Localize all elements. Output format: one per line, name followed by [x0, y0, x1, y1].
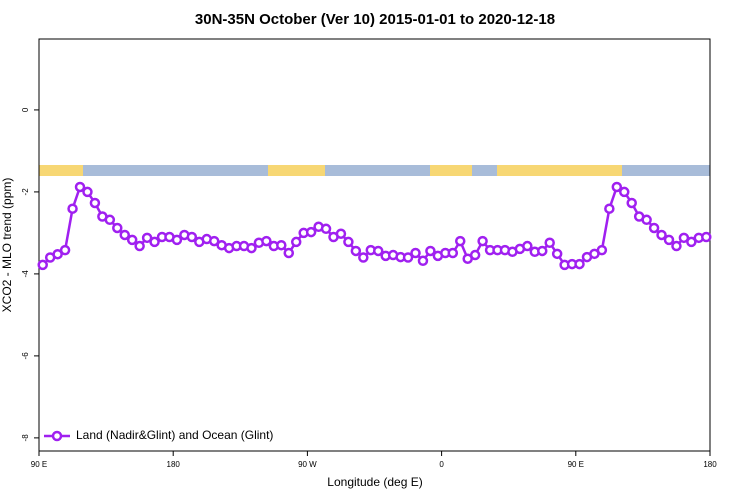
data-point	[604, 203, 615, 214]
data-point	[208, 235, 220, 247]
data-point	[678, 232, 690, 244]
data-point	[126, 234, 138, 246]
y-tick-label: -6	[21, 352, 30, 360]
data-point	[82, 186, 93, 198]
data-point	[37, 259, 48, 271]
data-point	[350, 245, 362, 257]
x-tick-label: 180	[703, 460, 717, 469]
data-point	[425, 245, 436, 257]
y-axis-label: XCO2 - MLO trend (ppm)	[0, 178, 14, 313]
data-point	[141, 232, 153, 244]
data-point	[261, 235, 272, 247]
data-point	[596, 244, 608, 256]
data-point	[402, 252, 414, 263]
data-point	[544, 237, 555, 248]
data-point	[290, 236, 302, 248]
data-point	[52, 248, 63, 260]
data-point	[171, 234, 183, 246]
y-tick-label: -2	[21, 188, 30, 196]
data-point	[522, 240, 533, 252]
land-band	[430, 165, 472, 176]
data-point	[537, 245, 548, 257]
data-point	[134, 240, 145, 252]
x-tick-label: 180	[167, 460, 181, 469]
y-tick-label: -8	[21, 434, 30, 442]
data-point	[59, 244, 71, 256]
data-point	[112, 222, 123, 234]
x-tick-label: 90 E	[31, 460, 47, 469]
data-point	[74, 181, 86, 193]
data-point	[335, 228, 347, 239]
data-point	[611, 181, 623, 193]
data-point	[701, 231, 712, 243]
data-point	[358, 252, 369, 263]
x-tick-label: 90 W	[298, 460, 317, 469]
data-point	[454, 235, 466, 247]
data-point	[648, 222, 660, 234]
land-band	[39, 165, 83, 176]
data-point	[305, 226, 317, 238]
legend-marker	[51, 430, 63, 442]
data-point	[469, 249, 481, 261]
land-band	[497, 165, 622, 176]
y-tick-label: 0	[21, 107, 30, 112]
data-point	[149, 236, 160, 248]
data-point	[186, 231, 198, 243]
land-band	[268, 165, 325, 176]
x-tick-label: 0	[439, 460, 444, 469]
data-point	[410, 247, 421, 259]
data-point	[67, 203, 78, 214]
data-point	[626, 197, 637, 209]
legend: Land (Nadir&Glint) and Ocean (Glint)	[44, 428, 273, 442]
data-point	[343, 236, 354, 248]
data-point	[417, 255, 429, 267]
data-point	[104, 214, 116, 226]
data-point	[477, 235, 488, 247]
data-point	[641, 214, 652, 226]
legend-label: Land (Nadir&Glint) and Ocean (Glint)	[76, 428, 273, 442]
data-point	[320, 223, 332, 235]
data-point	[671, 240, 682, 252]
data-point	[276, 239, 287, 251]
x-tick-label: 90 E	[568, 460, 584, 469]
data-point	[119, 229, 130, 241]
y-tick-label: -4	[21, 270, 30, 278]
ocean-band	[39, 165, 710, 176]
data-point	[372, 245, 384, 257]
data-point	[283, 247, 295, 259]
data-point	[619, 186, 630, 198]
data-point	[656, 229, 667, 241]
data-point	[551, 248, 563, 260]
data-point	[246, 242, 257, 254]
chart-title: 30N-35N October (Ver 10) 2015-01-01 to 2…	[195, 11, 555, 28]
data-point	[663, 234, 675, 246]
data-point	[89, 197, 101, 209]
data-point	[574, 258, 585, 270]
data-point	[686, 236, 697, 248]
data-point	[447, 247, 459, 259]
land-ocean-band	[39, 165, 710, 176]
plot-frame	[38, 38, 711, 452]
x-axis-label: Longitude (deg E)	[327, 475, 422, 489]
